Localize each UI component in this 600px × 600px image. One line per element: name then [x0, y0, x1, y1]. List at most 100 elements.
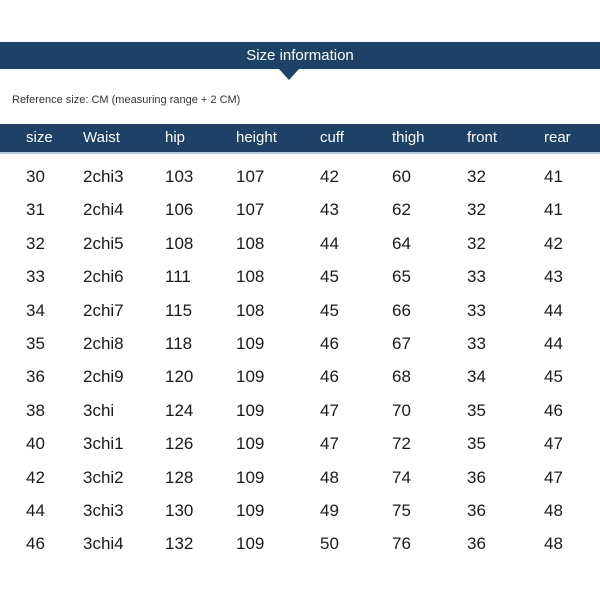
cell-hip: 108: [165, 233, 194, 253]
cell-cuff: 45: [320, 300, 339, 320]
cell-waist: 2chi5: [83, 233, 124, 253]
cell-hip: 132: [165, 534, 194, 554]
cell-size: 36: [26, 367, 45, 387]
cell-waist: 3chi3: [83, 501, 124, 520]
column-header-height: height: [236, 129, 277, 146]
cell-size: 34: [26, 300, 45, 320]
cell-height: 109: [236, 434, 265, 454]
table-row: 38 3chi 124 109 47 70 35 46: [0, 394, 600, 427]
cell-height: 109: [236, 334, 265, 353]
column-header-cuff: cuff: [320, 129, 344, 146]
pointer-triangle: [279, 69, 299, 80]
cell-front: 32: [467, 200, 486, 220]
cell-front: 36: [467, 501, 486, 520]
cell-waist: 3chi2: [83, 467, 124, 487]
cell-waist: 2chi8: [83, 334, 124, 353]
cell-rear: 45: [544, 367, 563, 387]
cell-waist: 2chi6: [83, 267, 124, 287]
cell-rear: 43: [544, 267, 563, 287]
cell-size: 40: [26, 434, 45, 454]
cell-size: 38: [26, 400, 45, 420]
cell-hip: 124: [165, 400, 194, 420]
cell-rear: 47: [544, 467, 563, 487]
cell-thigh: 65: [392, 267, 411, 287]
column-header-hip: hip: [165, 129, 186, 146]
table-row: 44 3chi3 130 109 49 75 36 48: [0, 494, 600, 527]
cell-waist: 3chi1: [83, 434, 124, 454]
table-row: 32 2chi5 108 108 44 64 32 42: [0, 227, 600, 260]
cell-height: 109: [236, 501, 265, 520]
title-banner: Size information: [0, 42, 600, 69]
cell-front: 33: [467, 300, 486, 320]
cell-size: 32: [26, 233, 45, 253]
cell-thigh: 67: [392, 334, 411, 353]
cell-hip: 106: [165, 200, 194, 220]
table-row: 35 2chi8 118 109 46 67 33 44: [0, 327, 600, 360]
cell-rear: 46: [544, 400, 563, 420]
cell-size: 30: [26, 167, 45, 186]
cell-thigh: 64: [392, 233, 411, 253]
cell-rear: 41: [544, 200, 563, 220]
cell-thigh: 66: [392, 300, 411, 320]
table-row: 46 3chi4 132 109 50 76 36 48: [0, 527, 600, 560]
cell-waist: 2chi9: [83, 367, 124, 387]
cell-size: 31: [26, 200, 45, 220]
cell-height: 109: [236, 367, 265, 387]
table-row: 33 2chi6 111 108 45 65 33 43: [0, 260, 600, 293]
cell-thigh: 62: [392, 200, 411, 220]
cell-front: 34: [467, 367, 486, 387]
table-row: 30 2chi3 103 107 42 60 32 41: [0, 160, 600, 193]
table-row: 40 3chi1 126 109 47 72 35 47: [0, 427, 600, 460]
cell-height: 107: [236, 200, 265, 220]
cell-size: 33: [26, 267, 45, 287]
cell-cuff: 44: [320, 233, 339, 253]
cell-thigh: 74: [392, 467, 411, 487]
cell-cuff: 42: [320, 167, 339, 186]
cell-thigh: 68: [392, 367, 411, 387]
cell-cuff: 50: [320, 534, 339, 554]
column-header-front: front: [467, 129, 498, 146]
cell-hip: 111: [165, 267, 191, 287]
cell-hip: 103: [165, 167, 194, 186]
cell-rear: 48: [544, 501, 563, 520]
cell-waist: 2chi3: [83, 167, 124, 186]
page-title: Size information: [246, 47, 354, 64]
cell-height: 108: [236, 233, 265, 253]
cell-hip: 126: [165, 434, 194, 454]
cell-cuff: 43: [320, 200, 339, 220]
cell-cuff: 49: [320, 501, 339, 520]
reference-note: Reference size: CM (measuring range + 2 …: [12, 94, 241, 106]
cell-hip: 128: [165, 467, 194, 487]
cell-rear: 44: [544, 334, 563, 353]
cell-hip: 115: [165, 300, 193, 320]
cell-hip: 130: [165, 501, 194, 520]
cell-cuff: 46: [320, 367, 339, 387]
cell-height: 109: [236, 400, 265, 420]
cell-front: 36: [467, 534, 486, 554]
table-row: 36 2chi9 120 109 46 68 34 45: [0, 360, 600, 393]
cell-height: 108: [236, 267, 265, 287]
cell-waist: 2chi7: [83, 300, 124, 320]
cell-cuff: 46: [320, 334, 339, 353]
cell-height: 109: [236, 534, 265, 554]
cell-front: 33: [467, 334, 486, 353]
column-header-thigh: thigh: [392, 129, 425, 146]
cell-front: 35: [467, 400, 486, 420]
cell-thigh: 72: [392, 434, 411, 454]
cell-height: 108: [236, 300, 265, 320]
cell-front: 33: [467, 267, 486, 287]
cell-thigh: 75: [392, 501, 411, 520]
cell-rear: 48: [544, 534, 563, 554]
cell-thigh: 60: [392, 167, 411, 186]
table-header: size Waist hip height cuff thigh front rear: [0, 124, 600, 154]
cell-cuff: 45: [320, 267, 339, 287]
table-row: 31 2chi4 106 107 43 62 32 41: [0, 193, 600, 226]
cell-front: 32: [467, 167, 486, 186]
cell-front: 32: [467, 233, 486, 253]
cell-size: 46: [26, 534, 45, 554]
cell-size: 42: [26, 467, 45, 487]
cell-size: 35: [26, 334, 45, 353]
cell-waist: 3chi: [83, 400, 115, 420]
cell-hip: 118: [165, 334, 193, 353]
cell-waist: 3chi4: [83, 534, 124, 554]
